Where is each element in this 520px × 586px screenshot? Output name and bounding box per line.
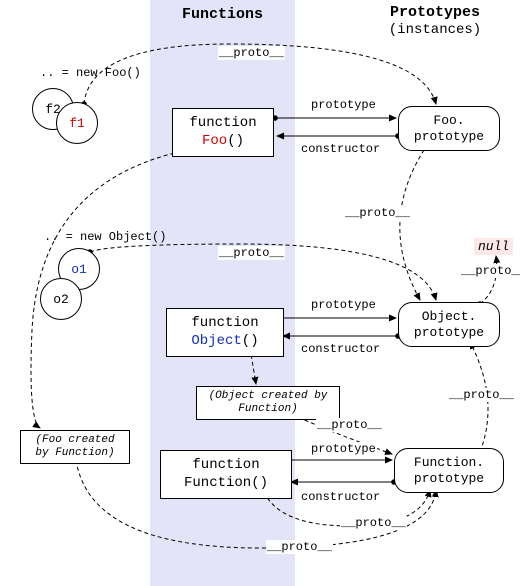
func-foo-kw: function: [189, 115, 256, 131]
new-object-label: .. = new Object(): [44, 230, 166, 244]
instance-f1: f1: [56, 102, 98, 144]
note-object-by-function: (Object created by Function): [196, 386, 340, 420]
object-proto-l2: prototype: [414, 325, 484, 340]
lbl-prototype-fn: prototype: [310, 442, 377, 456]
object-proto-l1: Object.: [422, 309, 477, 324]
func-foo-suffix: (): [227, 133, 244, 149]
lbl-proto-null: __proto__: [460, 264, 520, 278]
lbl-proto-fnproto: __proto__: [448, 388, 515, 402]
func-object-suffix: (): [242, 333, 259, 349]
instance-o1-label: o1: [71, 262, 87, 277]
lbl-proto-objfn: __proto__: [316, 418, 383, 432]
function-proto-l2: prototype: [414, 471, 484, 486]
lbl-proto-foo-fn: __proto__: [266, 540, 333, 554]
instance-f1-label: f1: [69, 116, 85, 131]
func-function-name: Function: [184, 475, 251, 491]
object-prototype-box: Object. prototype: [398, 302, 500, 347]
lbl-constructor-foo: constructor: [300, 142, 381, 156]
lbl-constructor-fn: constructor: [300, 490, 381, 504]
lbl-constructor-obj: constructor: [300, 342, 381, 356]
func-object-kw: function: [191, 315, 258, 331]
note-obj-l2: Function): [238, 403, 297, 415]
func-object-name: Object: [191, 333, 241, 349]
instance-o2: o2: [40, 278, 82, 320]
lbl-prototype-obj: prototype: [310, 298, 377, 312]
new-foo-label: .. = new Foo(): [40, 66, 141, 80]
note-foo-l2: by Function): [35, 447, 114, 459]
function-prototype-box: Function. prototype: [394, 448, 504, 493]
note-obj-l1: (Object created by: [209, 390, 328, 402]
lbl-prototype-foo: prototype: [310, 98, 377, 112]
func-function-box: function Function(): [160, 450, 292, 499]
foo-prototype-box: Foo. prototype: [398, 106, 500, 151]
note-foo-l1: (Foo created: [35, 434, 114, 446]
func-function-suffix: (): [251, 475, 268, 491]
lbl-proto-o1: __proto__: [218, 246, 285, 260]
func-object-box: function Object(): [166, 308, 284, 357]
func-foo-name: Foo: [202, 133, 227, 149]
note-foo-by-function: (Foo created by Function): [20, 430, 130, 464]
func-function-kw: function: [192, 457, 259, 473]
foo-proto-l1: Foo.: [433, 113, 464, 128]
instance-o2-label: o2: [53, 292, 69, 307]
lbl-proto-fn-self: __proto__: [340, 516, 407, 530]
lbl-proto-fooproto: __proto__: [344, 206, 411, 220]
function-proto-l1: Function.: [414, 455, 484, 470]
diagram-stage: Functions Prototypes (instances) .. = ne…: [0, 0, 520, 586]
null-label: null: [474, 238, 513, 255]
func-foo-box: function Foo(): [172, 108, 274, 157]
lbl-proto-f1: __proto__: [218, 46, 285, 60]
foo-proto-l2: prototype: [414, 129, 484, 144]
